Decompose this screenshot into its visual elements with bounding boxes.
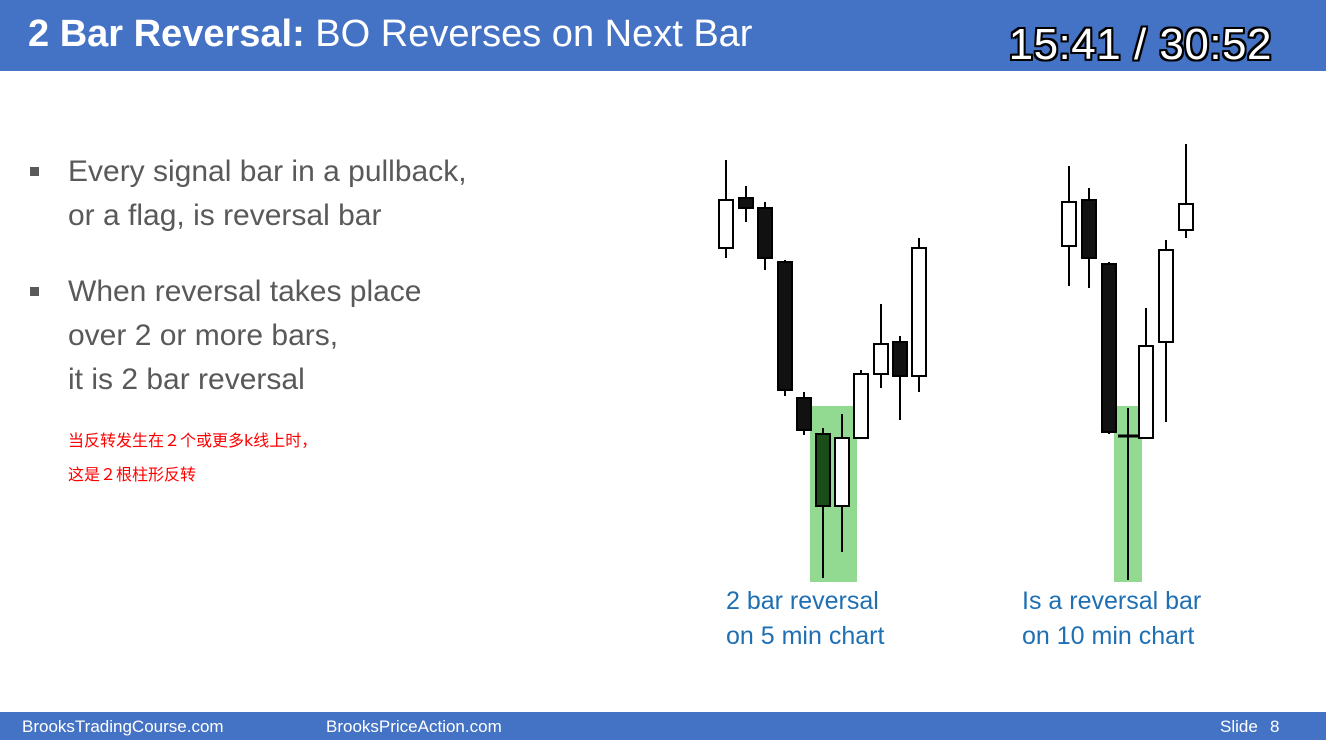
caption-line: 2 bar reversal [726, 587, 879, 615]
slide-title: 2 Bar Reversal: BO Reverses on Next Bar [28, 11, 752, 57]
slide-number: 8 [1270, 717, 1280, 736]
candle [911, 238, 927, 392]
candle [777, 260, 793, 396]
candle [873, 304, 889, 388]
bullet-square-icon [30, 167, 39, 176]
bullet-line: Every signal bar in a pullback, [68, 155, 467, 188]
video-timer: 15:41 / 30:52 [1008, 20, 1272, 69]
footer-site-course: BrooksTradingCourse.com [22, 717, 224, 736]
annotation-line: 当反转发生在２个或更多k线上时， [68, 431, 318, 450]
candle [1158, 240, 1174, 422]
title-bold: 2 Bar Reversal: [28, 13, 305, 55]
candle [1061, 166, 1077, 286]
candle [1178, 144, 1194, 238]
bullet-list: Every signal bar in a pullback, or a fla… [30, 150, 630, 434]
title-rest: BO Reverses on Next Bar [304, 13, 753, 55]
candlestick-diagram [718, 144, 1194, 582]
title-bar: 2 Bar Reversal: BO Reverses on Next Bar … [0, 0, 1326, 71]
bullet-line: or a flag, is reversal bar [68, 199, 382, 232]
bullet-item: When reversal takes place over 2 or more… [30, 270, 630, 402]
bullet-line: it is 2 bar reversal [68, 363, 305, 396]
bullet-item: Every signal bar in a pullback, or a fla… [30, 150, 630, 238]
candle [853, 370, 869, 439]
candle [815, 428, 831, 578]
right-chart-caption: Is a reversal bar on 10 min chart [1022, 584, 1201, 654]
slide-label: Slide [1220, 717, 1258, 736]
candle [1138, 308, 1154, 439]
candle [834, 414, 850, 552]
bullet-square-icon [30, 287, 39, 296]
bullet-line: When reversal takes place [68, 275, 422, 308]
candle [892, 336, 908, 420]
caption-line: on 10 min chart [1022, 622, 1195, 650]
candle [1081, 188, 1097, 288]
footer-site-priceaction: BrooksPriceAction.com [326, 717, 502, 736]
candle [718, 160, 734, 258]
candle [757, 202, 773, 270]
left-chart-caption: 2 bar reversal on 5 min chart [726, 584, 884, 654]
candle [1118, 408, 1138, 580]
footer-bar: BrooksTradingCourse.com BrooksPriceActio… [0, 712, 1326, 740]
chinese-annotation: 当反转发生在２个或更多k线上时， 这是２根柱形反转 [68, 424, 317, 492]
bullet-line: over 2 or more bars, [68, 319, 339, 352]
caption-line: Is a reversal bar [1022, 587, 1202, 615]
candle [1101, 262, 1117, 434]
candle [738, 186, 754, 222]
candle [796, 392, 812, 435]
caption-line: on 5 min chart [726, 622, 885, 650]
annotation-line: 这是２根柱形反转 [68, 465, 197, 484]
